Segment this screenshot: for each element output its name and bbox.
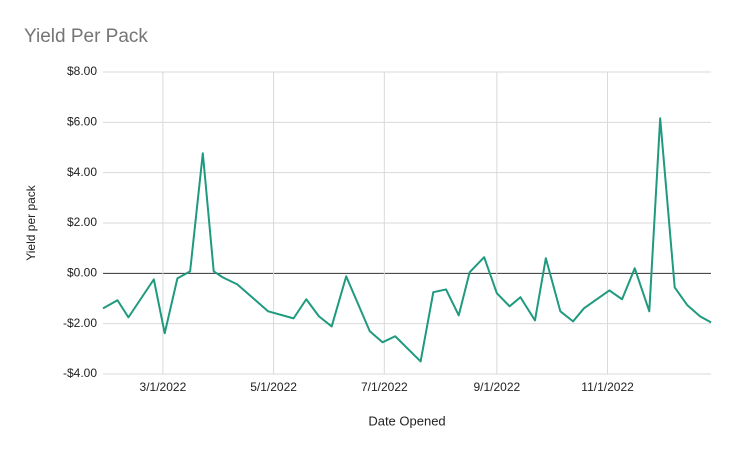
y-tick-label: -$2.00: [63, 316, 97, 330]
x-tick-label: 9/1/2022: [473, 380, 520, 394]
y-tick-label: $6.00: [67, 115, 97, 129]
y-tick-label: -$4.00: [63, 366, 97, 380]
x-tick-label: 7/1/2022: [361, 380, 408, 394]
x-tick-label: 5/1/2022: [250, 380, 297, 394]
x-tick-label: 3/1/2022: [140, 380, 187, 394]
x-axis-label: Date Opened: [368, 413, 445, 428]
y-tick-label: $2.00: [67, 215, 97, 229]
x-tick-label: 11/1/2022: [581, 380, 634, 394]
chart-title: Yield Per Pack: [24, 26, 148, 47]
y-tick-label: $8.00: [67, 64, 97, 78]
y-tick-label: $4.00: [67, 165, 97, 179]
y-tick-label: $0.00: [67, 266, 97, 280]
y-axis-label: Yield per pack: [24, 184, 38, 261]
data-line: [102, 117, 712, 363]
